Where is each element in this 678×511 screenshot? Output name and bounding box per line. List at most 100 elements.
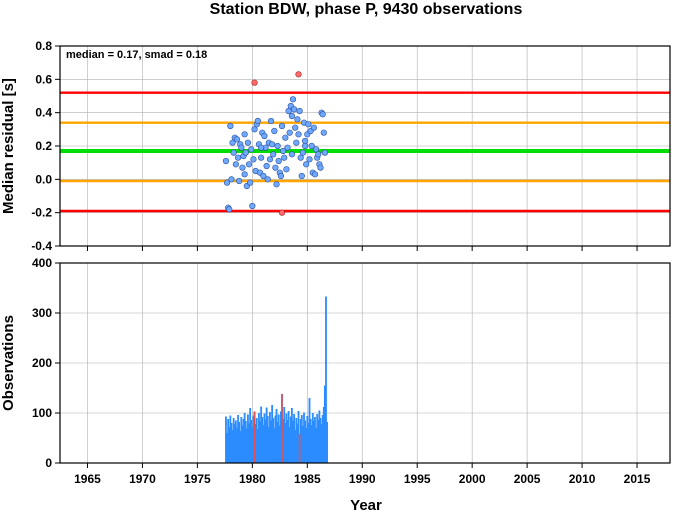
observation-bar (232, 418, 235, 463)
observation-bar (316, 414, 319, 463)
observation-bar (293, 414, 296, 463)
observation-bar (240, 417, 243, 463)
residual-point (295, 131, 302, 138)
observation-bar (317, 420, 320, 463)
observation-bar (277, 414, 280, 463)
observation-bar (251, 427, 254, 463)
residual-point (232, 161, 239, 168)
residual-point (308, 142, 315, 150)
observation-bar (306, 416, 309, 463)
observation-bar (318, 410, 321, 463)
observation-bar (323, 385, 326, 463)
observation-bar (269, 412, 271, 463)
residual-point (296, 107, 303, 115)
observations-y-tick-label: 100 (32, 406, 52, 420)
x-tick-label: 1980 (239, 472, 266, 486)
observation-bar (310, 425, 313, 463)
observation-bar (311, 413, 314, 463)
residual-point (233, 136, 241, 143)
residual-point (299, 149, 307, 156)
x-tick-label: 1990 (349, 472, 376, 486)
observation-bar (236, 428, 238, 463)
observations-y-tick-label: 0 (45, 456, 52, 470)
chart-title: Station BDW, phase P, 9430 observations (210, 1, 523, 18)
observation-bar (288, 427, 291, 463)
observation-bar (303, 412, 305, 463)
observation-bar (230, 423, 233, 463)
observation-bar (241, 425, 244, 463)
observation-bar (289, 416, 292, 463)
residual-point (248, 146, 255, 153)
observation-bar (242, 419, 245, 463)
residual-outlier-point (295, 71, 302, 78)
residual-point (260, 172, 267, 180)
observation-bar (226, 433, 228, 463)
observation-bar (280, 411, 282, 463)
residual-point (310, 124, 317, 131)
residual-point (272, 164, 279, 171)
observation-bar (271, 405, 274, 463)
observation-bar (299, 419, 302, 463)
residual-point (223, 179, 231, 186)
residual-point (242, 149, 249, 156)
residual-point (263, 162, 270, 170)
observation-highlight-bar (281, 394, 283, 463)
residual-y-tick-label: -0.2 (31, 206, 52, 220)
residual-y-tick-label: -0.4 (31, 239, 52, 253)
residual-point (238, 144, 245, 151)
residual-point (270, 151, 277, 158)
residual-point (292, 124, 299, 131)
residual-point (280, 147, 287, 155)
residual-point (266, 156, 274, 163)
residual-panel: -0.4 -0.2 0.0 0.2 0.4 0.6 0.8 median = 0.17, s… (0, 39, 671, 253)
observation-bar (245, 428, 248, 463)
observation-bar (227, 419, 230, 463)
observation-bar (278, 425, 281, 463)
observations-y-tick-label: 200 (32, 356, 52, 370)
x-tick-label: 1965 (74, 472, 101, 486)
residual-outlier-point (251, 79, 258, 86)
residual-point (274, 142, 281, 150)
observation-bar (314, 417, 316, 463)
observation-bar (259, 421, 261, 463)
observation-bar (258, 413, 260, 463)
observation-bar (325, 296, 327, 463)
observation-bar (254, 424, 257, 463)
observation-bar (300, 415, 303, 463)
observations-y-tick-label: 300 (32, 306, 52, 320)
observation-bar (234, 420, 237, 463)
observation-bar (292, 421, 294, 463)
x-axis-label: Year (350, 497, 382, 511)
observation-bar (267, 427, 270, 463)
observation-bar (287, 411, 290, 463)
observation-bar (286, 420, 289, 463)
x-tick-label: 1975 (184, 472, 211, 486)
observation-bar (304, 420, 307, 463)
observation-bar (266, 416, 269, 463)
observations-y-axis-label: Observations (0, 315, 17, 411)
observation-bar (312, 421, 315, 463)
residual-x-ticks (86, 246, 638, 251)
residual-point (303, 161, 310, 168)
observation-bar (238, 422, 241, 463)
residual-point (264, 176, 271, 183)
residual-point (245, 161, 253, 168)
residual-point (297, 154, 304, 161)
residual-point (298, 172, 305, 180)
observation-bar (296, 424, 299, 463)
observation-bar (243, 413, 246, 463)
observation-bar (294, 430, 297, 463)
x-tick-label: 2010 (569, 472, 596, 486)
observation-bar (228, 427, 231, 463)
observation-highlight-bar (298, 434, 301, 463)
residual-point (222, 157, 230, 165)
residual-y-tick-label: 0.2 (35, 139, 52, 153)
residual-points (222, 71, 328, 216)
observation-bar (237, 415, 239, 463)
residual-point (244, 139, 252, 146)
observations-bars (225, 296, 328, 463)
residual-point (319, 111, 326, 118)
residual-point (229, 139, 236, 146)
residual-point (321, 149, 328, 156)
